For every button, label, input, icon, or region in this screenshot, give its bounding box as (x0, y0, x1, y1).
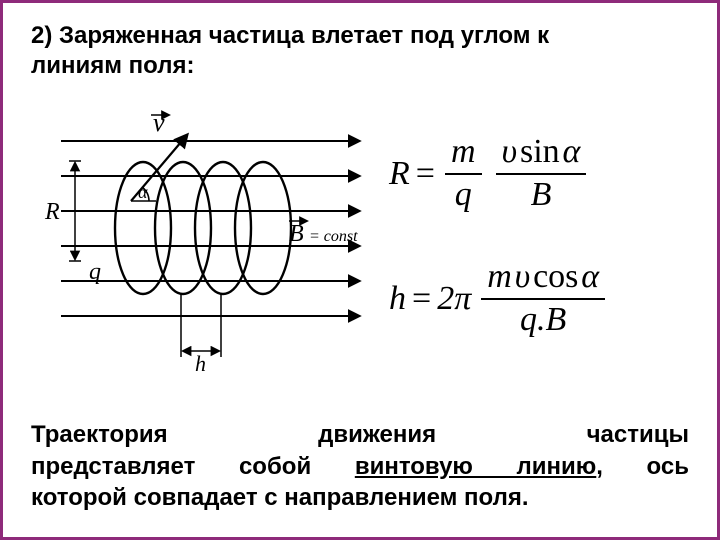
eq2: = (412, 280, 431, 318)
content-row: R v α q B = const (31, 101, 689, 376)
title-line1: 2) Заряженная частица влетает под углом … (31, 22, 549, 49)
B-label: B = const (289, 221, 358, 247)
footer-text: Траектория движения частицы представляет… (31, 419, 689, 513)
frac-mvcos-qB: m υ cos α q.B (481, 257, 605, 341)
title-line2: линиям поля: (31, 52, 194, 79)
svg-text:v: v (153, 108, 165, 137)
f-word-3: частицы (587, 421, 689, 448)
h-lhs: h (389, 280, 406, 318)
alpha-label: α (138, 182, 148, 202)
R-label: R (44, 199, 60, 225)
pitch-marker (181, 294, 221, 357)
f2b: винтовую линию (355, 453, 596, 480)
formula-R: R = m q υ sin α B (389, 132, 689, 216)
formula-block: R = m q υ sin α B h = 2π (389, 101, 689, 361)
title-block: 2) Заряженная частица влетает под углом … (31, 21, 689, 81)
svg-text:B: B (289, 221, 304, 247)
formula-h: h = 2π m υ cos α q.B (389, 257, 689, 341)
frac-m-q: m q (445, 132, 482, 216)
f2c: , ось (596, 453, 689, 480)
slide-frame: 2) Заряженная частица влетает под углом … (0, 0, 720, 540)
frac-vsin-B: υ sin α B (496, 132, 587, 216)
f2a: представляет собой (31, 453, 355, 480)
f3: которой совпадает с направлением поля. (31, 482, 689, 513)
helix-diagram: R v α q B = const (31, 101, 371, 376)
svg-text:= const: = const (309, 228, 358, 245)
two-pi: 2π (437, 280, 471, 318)
velocity-label: v (151, 108, 169, 137)
R-lhs: R (389, 155, 410, 193)
f-word-1: Траектория (31, 421, 168, 448)
charge-label: q (89, 259, 101, 285)
eq: = (416, 155, 435, 193)
f-word-2: движения (318, 421, 436, 448)
h-label: h (195, 351, 206, 376)
